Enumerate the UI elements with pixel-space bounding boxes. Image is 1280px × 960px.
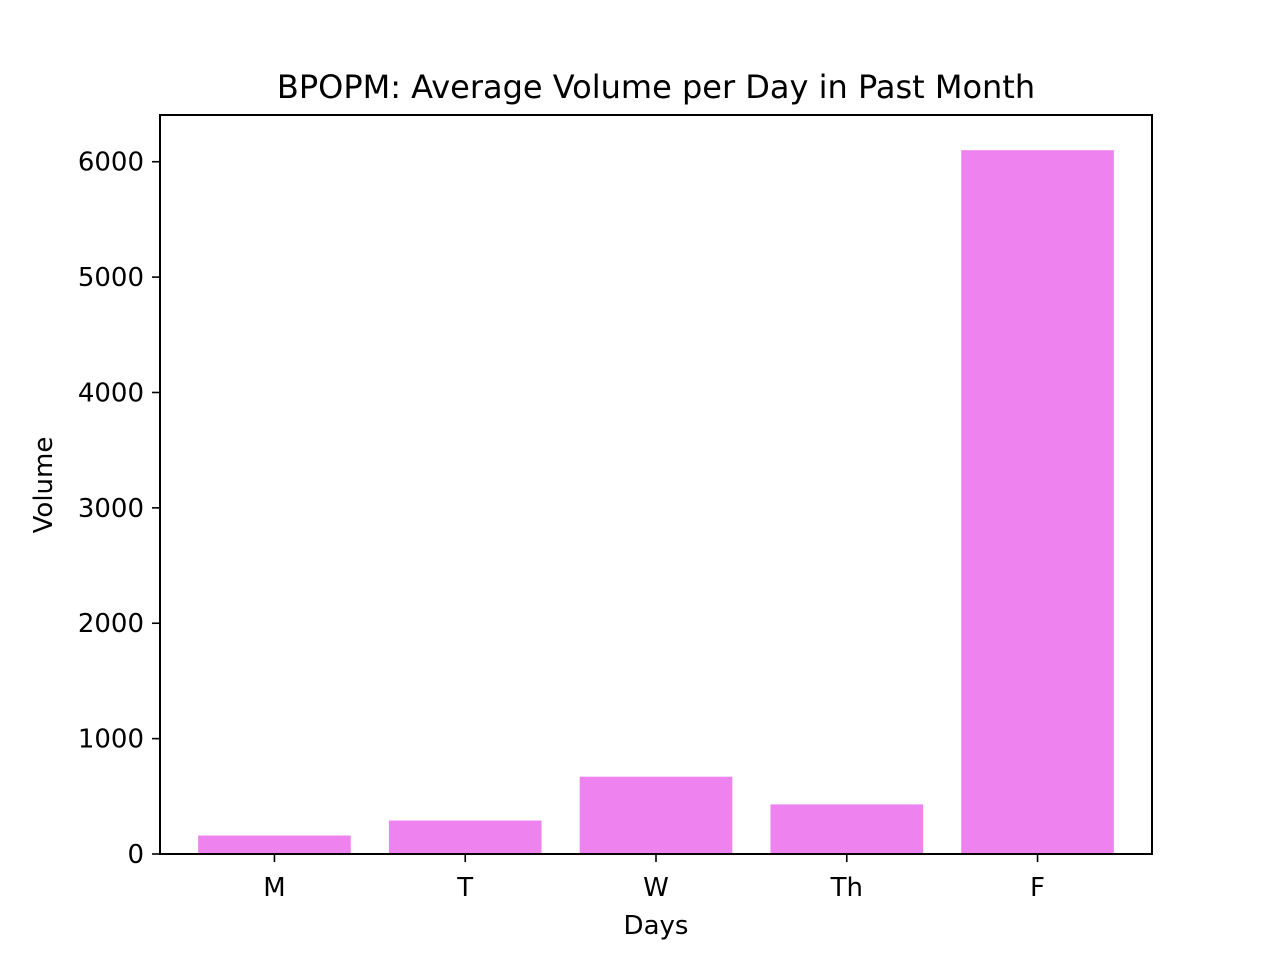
plot-frame [159,114,1153,855]
y-tick-label: 4000 [78,378,144,408]
x-tick-label: W [643,873,669,903]
y-tick-label: 5000 [78,263,144,293]
y-tick-label: 0 [127,840,144,870]
chart-title: BPOPM: Average Volume per Day in Past Mo… [277,68,1035,106]
y-axis-label: Volume [29,437,59,534]
y-axis-ticks: 0 1000 2000 3000 4000 5000 6000 [78,148,160,870]
bar-f [961,150,1114,854]
bar-t [388,820,542,854]
bar-w [579,776,733,854]
bars-group [198,150,1114,854]
x-axis-ticks: M T W Th F [263,854,1045,903]
bar-m [198,835,351,854]
y-tick-label: 6000 [78,148,144,178]
x-tick-label: T [456,873,473,903]
x-tick-label: M [263,873,285,903]
y-tick-label: 3000 [78,494,144,524]
y-tick-label: 2000 [78,609,144,639]
x-tick-label: Th [830,873,863,903]
y-tick-label: 1000 [78,725,144,755]
x-axis-label: Days [624,911,689,941]
x-tick-label: F [1030,873,1045,903]
bar-th [770,804,924,854]
